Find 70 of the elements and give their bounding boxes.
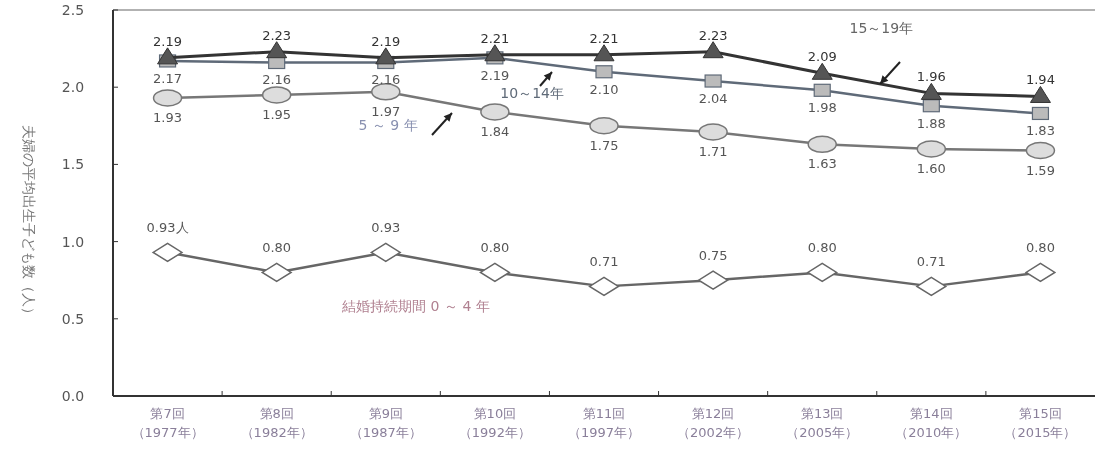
data-label: 2.10: [589, 81, 619, 97]
point: [157, 47, 179, 65]
data-label: 1.83: [1025, 123, 1055, 139]
point: [1031, 106, 1050, 121]
point: [922, 99, 940, 113]
series-label: 5 ～ 9 年: [358, 117, 418, 134]
data-label: 1.88: [916, 115, 946, 131]
y-tick-label: 1.5: [61, 156, 85, 173]
series-label: 結婚持続期間 0 ～ 4 年: [341, 298, 490, 315]
data-label: 0.80: [262, 240, 292, 256]
point: [484, 44, 506, 62]
x-tick-label: 第9回（1987年）: [349, 406, 422, 440]
data-label: 1.95: [262, 106, 292, 122]
data-label: 2.17: [153, 70, 183, 86]
y-tick-label: 0.5: [61, 310, 85, 327]
y-axis-title: 夫婦の平均出生子ども数（人）: [21, 125, 37, 321]
data-label: 2.19: [371, 33, 401, 49]
series-label: 10～14年: [500, 85, 564, 102]
x-tick-label: 第14回（2010年）: [895, 406, 968, 440]
data-label: 0.93人: [146, 220, 189, 236]
point: [704, 74, 722, 88]
x-tick-label: 第15回（2015年）: [1004, 406, 1077, 440]
data-label: 0.80: [480, 240, 510, 256]
data-label: 1.63: [807, 156, 837, 172]
data-label: 1.93: [153, 110, 183, 126]
x-tick-label: 第12回（2002年）: [677, 406, 750, 440]
data-label: 2.04: [698, 91, 728, 107]
data-label: 2.23: [698, 27, 728, 43]
data-label: 0.71: [916, 254, 946, 270]
data-label: 1.71: [698, 143, 728, 159]
point: [593, 44, 615, 62]
x-tick-label: 第13回（2005年）: [786, 406, 859, 440]
data-label: 1.94: [1025, 72, 1055, 88]
data-label: 2.19: [480, 67, 510, 83]
data-label: 0.93: [371, 220, 401, 236]
data-label: 1.59: [1025, 162, 1055, 178]
data-label: 0.71: [589, 254, 619, 270]
data-label: 1.75: [589, 137, 619, 153]
point: [595, 65, 613, 79]
data-label: 1.60: [916, 160, 946, 176]
data-label: 0.80: [1025, 240, 1055, 256]
point: [1029, 85, 1051, 103]
data-label: 1.84: [480, 123, 510, 139]
data-label: 2.19: [153, 33, 183, 49]
y-tick-label: 1.0: [61, 233, 85, 250]
data-label: 0.80: [807, 240, 837, 256]
data-label: 2.16: [262, 72, 292, 88]
data-label: 0.75: [698, 248, 728, 264]
data-label: 2.21: [589, 30, 619, 46]
y-tick-label: 0.0: [61, 388, 85, 404]
data-label: 1.96: [916, 69, 946, 85]
data-label: 2.21: [480, 30, 510, 46]
x-tick-label: 第10回（1992年）: [458, 406, 531, 440]
y-tick-label: 2.5: [61, 2, 85, 18]
x-tick-label: 第7回（1977年）: [131, 406, 204, 440]
text: 15～19年: [849, 20, 914, 37]
data-label: 2.23: [262, 27, 292, 43]
point: [813, 83, 831, 97]
point: [266, 41, 288, 59]
point: [375, 47, 397, 65]
point: [702, 41, 724, 59]
point: [811, 62, 833, 80]
data-label: 2.09: [807, 49, 837, 65]
x-tick-label: 第11回（1997年）: [567, 406, 641, 440]
y-tick-label: 2.0: [61, 79, 85, 96]
x-tick-label: 第8回（1982年）: [240, 406, 313, 440]
data-label: 1.98: [807, 100, 837, 116]
data-label: 1.97: [371, 103, 401, 119]
data-label: 2.16: [371, 72, 401, 88]
point: [920, 82, 942, 100]
